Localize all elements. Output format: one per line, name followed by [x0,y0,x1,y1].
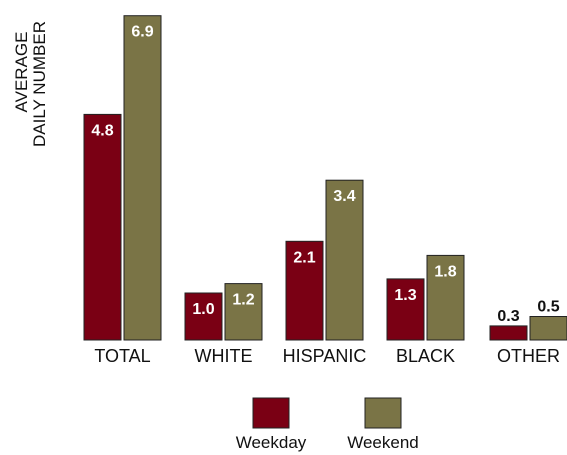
bar-weekday-black [386,278,425,341]
category-labels: TOTAL WHITE HISPANIC BLACK OTHER [94,346,560,366]
value-label-weekend-other: 0.5 [537,299,559,316]
bar-weekend-hispanic [325,179,364,341]
value-label-weekend-total: 6.9 [131,24,153,41]
value-label-weekend-black: 1.8 [434,263,456,280]
bar-weekday-total [83,113,122,341]
value-label-weekday-hispanic: 2.1 [293,249,315,266]
legend: Weekday Weekend [236,397,419,452]
category-label-black: BLACK [396,346,455,366]
value-label-weekday-other: 0.3 [497,308,519,325]
value-label-weekday-black: 1.3 [394,287,416,304]
bar-weekday-other [489,325,528,341]
legend-label-weekday: Weekday [236,433,307,452]
value-label-weekday-white: 1.0 [192,301,214,318]
bars-group: 4.8 6.9 1.0 1.2 2.1 3.4 1.3 1.8 0.3 0.5 [83,15,567,341]
bar-weekday-hispanic [285,240,324,341]
bar-weekend-white [224,283,263,341]
bar-weekend-other [529,316,567,341]
bar-weekend-black [426,254,465,341]
category-label-white: WHITE [195,346,253,366]
bar-weekday-white [184,292,223,341]
legend-label-weekend: Weekend [347,433,419,452]
bar-weekend-total [123,15,162,341]
category-label-other: OTHER [497,346,560,366]
value-label-weekend-hispanic: 3.4 [333,188,355,205]
legend-swatch-weekday [252,397,290,429]
legend-swatch-weekend [364,397,402,429]
y-axis-label-line-1: AVERAGE [12,32,31,113]
category-label-total: TOTAL [94,346,150,366]
category-label-hispanic: HISPANIC [283,346,367,366]
y-axis-label-line-2: DAILY NUMBER [30,21,49,147]
value-label-weekend-white: 1.2 [232,292,254,309]
value-label-weekday-total: 4.8 [91,122,113,139]
